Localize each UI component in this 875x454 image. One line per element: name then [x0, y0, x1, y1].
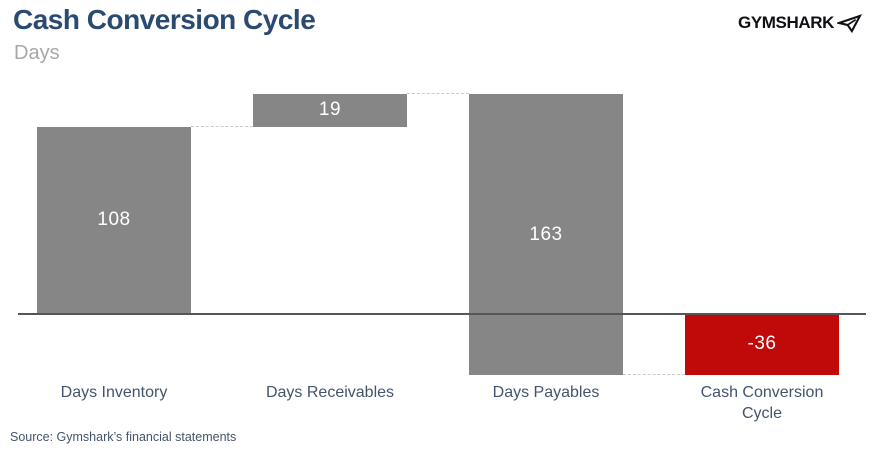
page-title: Cash Conversion Cycle — [13, 4, 316, 35]
connector-line-2 — [407, 92, 469, 94]
connector-line-1 — [191, 125, 253, 127]
source-note: Source: Gymshark’s financial statements — [10, 430, 237, 444]
x-axis-line — [18, 313, 866, 315]
category-label-1: Days Inventory — [60, 384, 168, 401]
category-label-2: Days Receivables — [265, 384, 395, 401]
bar-value-label: -36 — [747, 333, 777, 355]
bar-value-label: 163 — [529, 223, 563, 245]
bar-value-label: 19 — [318, 99, 342, 121]
waterfall-bar-2: 19 — [253, 93, 407, 127]
gymshark-logo-text: GYMSHARK — [738, 13, 834, 32]
waterfall-bar-4: -36 — [685, 313, 839, 376]
connector-line-3 — [623, 374, 685, 376]
bar-value-label: 108 — [97, 208, 131, 230]
shark-icon — [837, 13, 862, 33]
category-label-3: Days Payables — [492, 384, 600, 401]
waterfall-bar-1: 108 — [37, 126, 191, 313]
waterfall-bar-3: 163 — [469, 93, 623, 376]
category-label-4: Cash Conversion Cycle — [700, 384, 824, 422]
gymshark-logo: GYMSHARK — [738, 13, 862, 33]
chart-unit-subtitle: Days — [14, 42, 60, 64]
